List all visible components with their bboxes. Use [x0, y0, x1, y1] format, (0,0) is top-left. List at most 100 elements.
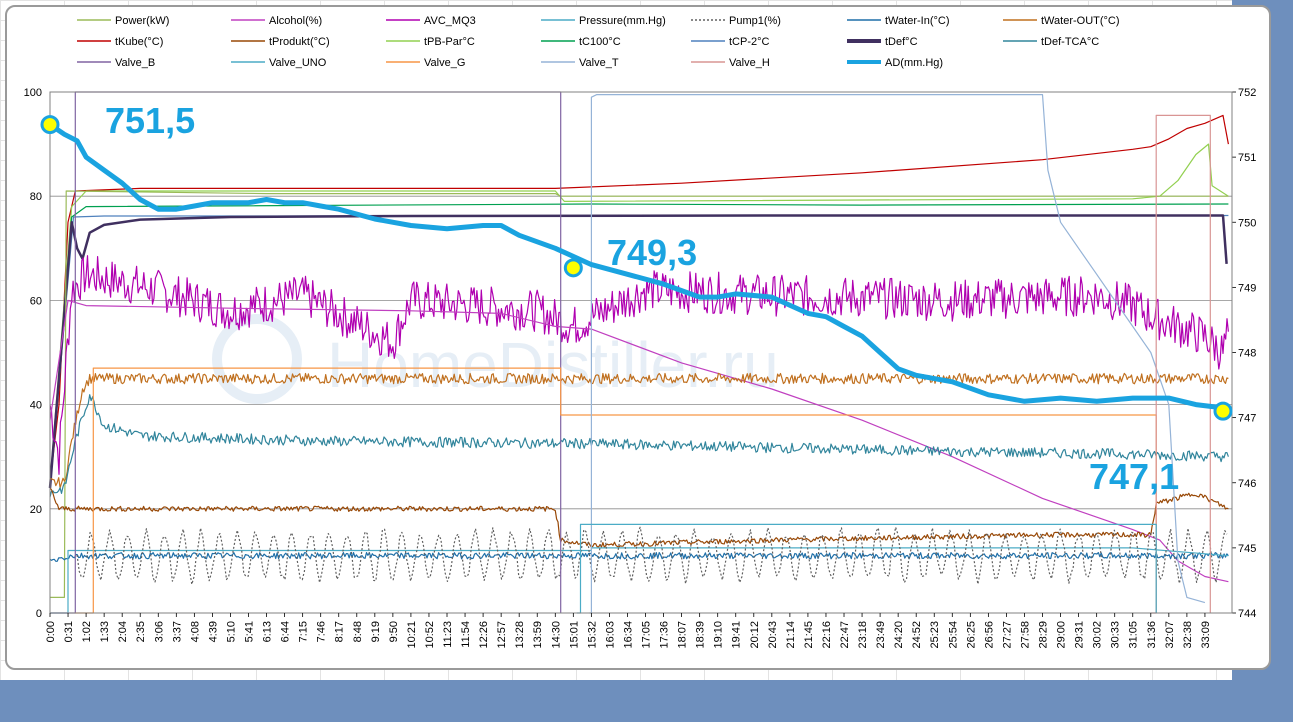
- x-tick-label: 18:39: [695, 621, 707, 649]
- x-tick-label: 29:31: [1074, 621, 1086, 649]
- x-tick-label: 26:25: [965, 621, 977, 649]
- series-line-valve-t: [589, 94, 1206, 614]
- series-line-twater-out-c-: [49, 372, 1229, 489]
- x-tick-label: 2:35: [135, 621, 147, 642]
- y-right-tick-label: 749: [1238, 282, 1256, 294]
- legend-entry: AVC_MQ3: [424, 15, 476, 27]
- x-tick-label: 10:52: [424, 621, 436, 649]
- legend-entry: Valve_T: [579, 57, 619, 69]
- series-line-alcohol-: [49, 299, 1229, 583]
- legend-entry: Valve_UNO: [269, 57, 327, 69]
- x-tick-label: 24:20: [893, 621, 905, 649]
- x-tick-label: 16:03: [604, 621, 616, 649]
- x-tick-label: 14:30: [550, 621, 562, 649]
- y-left-tick-label: 40: [30, 400, 42, 412]
- y-left-tick-label: 0: [36, 608, 42, 620]
- x-tick-label: 25:23: [929, 621, 941, 649]
- series-line-pump1-: [76, 526, 1228, 585]
- y-left-tick-label: 80: [30, 191, 42, 203]
- series-line-valve-h: [1150, 114, 1211, 614]
- x-tick-label: 4:39: [207, 621, 219, 642]
- x-tick-label: 33:09: [1200, 621, 1212, 649]
- legend-entry: Power(kW): [115, 15, 169, 27]
- x-tick-label: 32:07: [1164, 621, 1176, 649]
- y-left-tick-label: 20: [30, 504, 42, 516]
- x-tick-label: 11:54: [460, 621, 472, 648]
- legend-entry: AD(mm.Hg): [885, 57, 943, 69]
- legend-entry: Pressure(mm.Hg): [579, 15, 666, 27]
- x-tick-label: 22:47: [839, 621, 851, 649]
- x-tick-label: 17:36: [659, 621, 671, 649]
- x-tick-label: 12:26: [478, 621, 490, 649]
- y-right-tick-label: 752: [1238, 87, 1256, 99]
- x-tick-label: 1:33: [99, 621, 111, 642]
- x-tick-label: 30:02: [1092, 621, 1104, 649]
- x-tick-label: 6:13: [262, 621, 274, 642]
- legend-entry: Alcohol(%): [269, 15, 322, 27]
- legend-entry: Valve_B: [115, 57, 155, 69]
- series-line-power-kw-: [50, 190, 1229, 598]
- x-tick-label: 13:59: [532, 621, 544, 649]
- x-tick-label: 8:48: [352, 621, 364, 642]
- series-line-tdef-tca-c: [49, 394, 1229, 498]
- series-line-tprodukt-c-: [49, 487, 1229, 548]
- axes-group: 0 20 40 60 80 100 744 745 746 747 748 749 750 751 752 0…: [24, 87, 1257, 649]
- x-tick-label: 6:44: [280, 621, 292, 642]
- series-line-twater-in-c-: [49, 552, 1229, 562]
- chart-object[interactable]: HomeDistiller.ru 0 20 40 60 80 100 744 745 746 74…: [5, 5, 1271, 670]
- x-tick-label: 7:15: [298, 621, 310, 642]
- watermark-text: HomeDistiller.ru: [327, 329, 779, 401]
- x-tick-label: 5:10: [225, 621, 237, 642]
- x-tick-label: 3:06: [153, 621, 165, 642]
- marker-point: [40, 115, 60, 135]
- x-tick-label: 18:07: [677, 621, 689, 649]
- x-tick-label: 32:38: [1182, 621, 1194, 649]
- x-tick-label: 4:08: [189, 621, 201, 642]
- marker-label: 747,1: [1089, 456, 1179, 497]
- x-tick-label: 25:54: [947, 621, 959, 649]
- x-tick-label: 10:21: [406, 621, 418, 649]
- watermark-logo-icon: [212, 314, 302, 404]
- series-line-tkube-c-: [49, 114, 1229, 483]
- series-line-tpb-par-c: [49, 143, 1229, 483]
- x-tick-label: 21:45: [803, 621, 815, 649]
- x-tick-label: 19:41: [731, 621, 743, 649]
- legend[interactable]: Power(kW) Alcohol(%) AVC_MQ3 Pressure(mm.Hg…: [77, 15, 1120, 69]
- x-tick-label: 27:27: [1001, 621, 1013, 649]
- x-tick-label: 5:41: [244, 621, 256, 642]
- y-right-tick-label: 747: [1238, 413, 1256, 425]
- x-tick-label: 1:02: [81, 621, 93, 642]
- y-right-tick-label: 745: [1238, 543, 1256, 555]
- y-right-tick-label: 748: [1238, 348, 1256, 360]
- marker-point: [563, 258, 583, 278]
- x-tick-label: 30:33: [1110, 621, 1122, 649]
- x-tick-label: 26:56: [983, 621, 995, 649]
- y-right-tick-label: 744: [1238, 608, 1256, 620]
- x-tick-label: 2:04: [117, 621, 129, 642]
- annotation-markers: 751,5 749,3 747,1: [40, 100, 1233, 497]
- x-tick-label: 29:00: [1056, 621, 1068, 649]
- x-tick-label: 21:14: [785, 621, 797, 649]
- x-tick-label: 20:43: [767, 621, 779, 649]
- x-tick-label: 8:17: [334, 621, 346, 642]
- legend-entry: Valve_H: [729, 57, 770, 69]
- series-line-valve-uno: [50, 547, 1229, 614]
- x-tick-label: 17:05: [641, 621, 653, 649]
- x-tick-label: 24:52: [911, 621, 923, 649]
- x-tick-label: 11:23: [442, 621, 454, 648]
- x-tick-label: 7:46: [316, 621, 328, 642]
- x-tick-label: 20:12: [749, 621, 761, 649]
- workspace-bottom-bar: [0, 680, 1293, 722]
- x-tick-label: 31:05: [1128, 621, 1140, 649]
- legend-entry: tDef-TCA°C: [1041, 36, 1099, 48]
- x-tick-label: 15:01: [568, 621, 580, 649]
- marker-label: 749,3: [607, 232, 697, 273]
- x-tick-label: 16:34: [622, 621, 634, 649]
- x-tick-label: 0:31: [63, 621, 75, 642]
- legend-entry: tWater-In(°C): [885, 15, 950, 27]
- series-line-ad-mm-hg-: [48, 122, 1230, 411]
- legend-entry: tWater-OUT(°C): [1041, 15, 1120, 27]
- legend-entry: tDef°C: [885, 36, 918, 48]
- y-right-tick-label: 750: [1238, 217, 1256, 229]
- x-tick-label: 27:58: [1019, 621, 1031, 649]
